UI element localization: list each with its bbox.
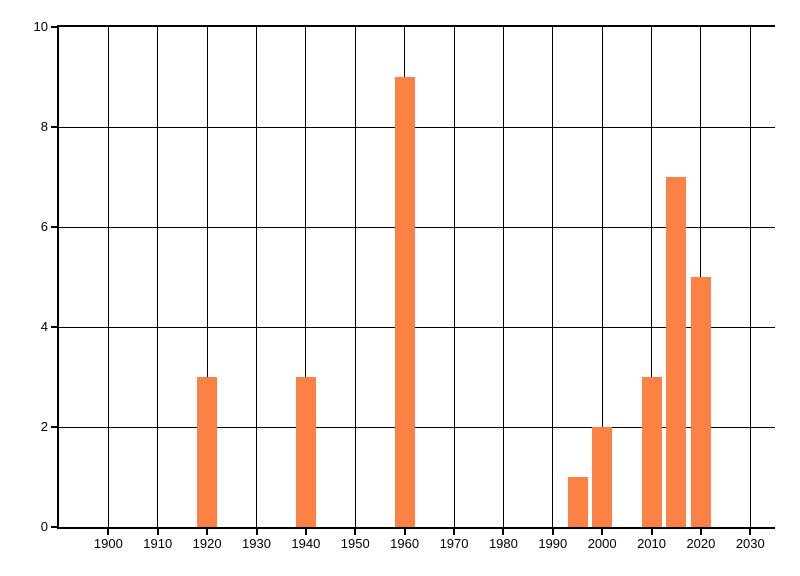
v-gridline: [601, 27, 603, 527]
v-gridline: [354, 27, 356, 527]
x-tick-label: 2010: [637, 536, 666, 551]
x-tick: [206, 529, 209, 535]
bar: [197, 377, 217, 527]
y-tick: [51, 126, 57, 128]
v-gridline: [651, 27, 653, 527]
v-gridline: [552, 27, 554, 527]
v-gridline: [305, 27, 307, 527]
bar: [592, 427, 612, 527]
x-tick-label: 2030: [735, 536, 765, 551]
x-tick: [255, 529, 258, 535]
y-tick: [51, 326, 57, 328]
y-tick-label: 8: [40, 119, 48, 134]
y-tick: [51, 426, 57, 428]
y-tick-label: 4: [40, 319, 48, 334]
h-gridline: [59, 326, 775, 328]
x-tick: [551, 529, 554, 535]
y-tick-label: 10: [33, 19, 48, 34]
x-tick: [749, 529, 752, 535]
y-axis: [57, 25, 59, 529]
x-tick-label: 2000: [587, 536, 617, 551]
x-tick: [107, 529, 110, 535]
x-tick: [502, 529, 505, 535]
x-tick-label: 1920: [192, 536, 222, 551]
v-gridline: [107, 27, 109, 527]
x-tick-label: 2020: [686, 536, 716, 551]
h-gridline: [59, 226, 775, 228]
v-gridline: [256, 27, 258, 527]
x-tick-label: 1960: [390, 536, 420, 551]
x-tick-label: 1970: [439, 536, 469, 551]
y-tick: [51, 526, 57, 528]
y-tick: [51, 226, 57, 228]
x-tick-label: 1990: [538, 536, 568, 551]
x-tick: [304, 529, 307, 535]
x-tick-label: 1950: [340, 536, 370, 551]
x-tick-label: 1900: [93, 536, 123, 551]
y-tick-label: 2: [40, 419, 48, 434]
x-tick: [156, 529, 159, 535]
y-tick-label: 0: [40, 519, 48, 534]
plot-top-border: [57, 25, 775, 27]
x-axis: [57, 527, 775, 529]
x-tick-label: 1940: [291, 536, 321, 551]
v-gridline: [157, 27, 159, 527]
bar: [666, 177, 686, 527]
x-tick: [453, 529, 456, 535]
v-gridline: [502, 27, 504, 527]
x-tick: [650, 529, 653, 535]
bar: [395, 77, 415, 527]
y-tick: [51, 26, 57, 28]
x-tick-label: 1910: [143, 536, 173, 551]
v-gridline: [206, 27, 208, 527]
bar: [296, 377, 316, 527]
x-tick: [354, 529, 357, 535]
x-tick: [601, 529, 604, 535]
x-tick: [699, 529, 702, 535]
v-gridline: [749, 27, 751, 527]
v-gridline: [453, 27, 455, 527]
y-tick-label: 6: [40, 219, 48, 234]
bar: [642, 377, 662, 527]
bar: [568, 477, 588, 527]
x-tick: [403, 529, 406, 535]
h-gridline: [59, 126, 775, 128]
bar: [691, 277, 711, 527]
x-tick-label: 1930: [242, 536, 271, 551]
h-gridline: [59, 426, 775, 428]
x-tick-label: 1980: [488, 536, 518, 551]
